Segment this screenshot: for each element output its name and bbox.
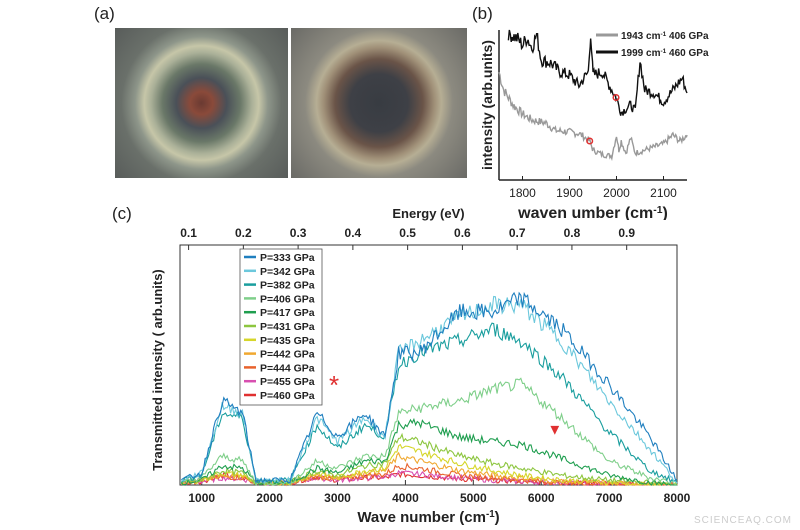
panel-label-c: (c) [112, 204, 132, 223]
peak-marker [586, 137, 594, 145]
top-x-tick-label: 0.4 [345, 226, 362, 240]
series-line [498, 71, 688, 162]
panel-label-b: (b) [472, 4, 493, 23]
x-axis-label: waven umber (cm-1) [517, 205, 668, 221]
legend-label: 1943 cm-1 406 GPa [621, 31, 709, 43]
top-x-tick-label: 0.9 [618, 226, 635, 240]
panel-label-a: (a) [94, 4, 115, 23]
annotation-marker: ▼ [547, 422, 562, 439]
top-x-tick-label: 0.1 [180, 226, 197, 240]
legend-label: P=431 GPa [260, 321, 315, 333]
legend-label: P=417 GPa [260, 307, 315, 319]
top-x-tick-label: 0.6 [454, 226, 471, 240]
legend-label: P=455 GPa [260, 376, 315, 388]
top-x-axis-label: Energy (eV) [392, 206, 464, 221]
series-line [507, 29, 688, 116]
photo-406-gpa: 406 GPa [115, 28, 288, 200]
x-tick-label: 6000 [528, 491, 555, 505]
legend-label: 1999 cm-1 460 GPa [621, 48, 709, 60]
x-tick-label: 1900 [556, 186, 583, 200]
y-axis-label: intensity (arb.units) [479, 40, 495, 170]
x-tick-label: 3000 [324, 491, 351, 505]
plot-frame [179, 244, 678, 486]
legend-label: P=333 GPa [260, 252, 315, 264]
x-tick-label: 5000 [460, 491, 487, 505]
watermark: SCIENCEAQ.COM [693, 515, 792, 526]
chart-c: 1000 2000 3000 4000 5000 6000 7000 8000 0.1 0.2 0.… [150, 206, 691, 527]
top-x-tick-label: 0.3 [290, 226, 307, 240]
x-tick-label: 7000 [596, 491, 623, 505]
photo-label: 460 GPa [301, 184, 357, 200]
x-tick-label: 2000 [603, 186, 630, 200]
top-x-tick-label: 0.8 [564, 226, 581, 240]
legend-label: P=382 GPa [260, 280, 315, 292]
top-x-tick-label: 0.7 [509, 226, 526, 240]
legend-label: P=406 GPa [260, 293, 315, 305]
legend-label: P=435 GPa [260, 335, 315, 347]
x-tick-label: 4000 [392, 491, 419, 505]
legend-label: P=444 GPa [260, 362, 315, 374]
legend-label: P=342 GPa [260, 266, 315, 278]
top-x-tick-label: 0.5 [399, 226, 416, 240]
x-axis-label: Wave number (cm-1) [357, 509, 499, 527]
annotation-marker: * [329, 370, 339, 400]
peak-marker [612, 93, 620, 102]
legend-label: P=442 GPa [260, 349, 315, 361]
series-line [181, 295, 678, 484]
top-x-tick-label: 0.2 [235, 226, 252, 240]
x-tick-label: 8000 [664, 491, 691, 505]
x-tick-label: 1800 [509, 186, 536, 200]
series-line [181, 291, 678, 485]
photo-460-gpa: 460 GPa [291, 28, 467, 200]
photo-label: 406 GPa [125, 184, 181, 200]
legend-label: P=460 GPa [260, 390, 315, 402]
x-tick-label: 2100 [650, 186, 677, 200]
series-line [181, 377, 678, 486]
x-tick-label: 2000 [256, 491, 283, 505]
y-axis-label: Transmitted intensity ( arb.units) [150, 269, 165, 471]
chart-b: 1800 1900 2000 2100 waven umber (cm-1) intens… [479, 29, 709, 221]
x-tick-label: 1000 [188, 491, 215, 505]
